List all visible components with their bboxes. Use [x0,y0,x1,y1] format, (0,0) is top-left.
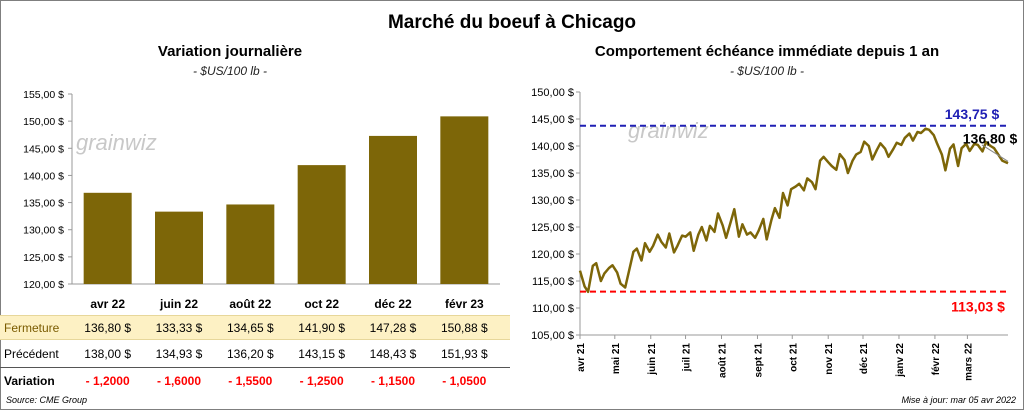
variation-cell: - 1,2500 [299,374,344,388]
y-tick-label: 125,00 $ [531,222,574,234]
y-tick-label: 120,00 $ [531,249,574,261]
last-value-leader [981,144,1009,162]
variation-cell: - 1,6000 [156,374,202,388]
x-tick-label: nov 21 [824,343,835,375]
x-tick-label: mai 21 [611,343,622,375]
update-note: Mise à jour: mar 05 avr 2022 [901,395,1016,405]
last-value-label: 136,80 $ [963,130,1018,146]
previous-cell: 148,43 $ [369,347,417,361]
y-tick-label: 125,00 $ [23,252,64,264]
bar [155,211,203,284]
close-cell: 133,33 $ [155,321,203,335]
variation-cell: - 1,2000 [85,374,130,388]
close-cell: 147,28 $ [369,321,417,335]
variation-cell: - 1,0500 [442,374,487,388]
y-tick-label: 105,00 $ [531,330,574,342]
y-tick-label: 140,00 $ [23,170,64,182]
watermark: grainwiz [76,130,157,155]
main-title: Marché du boeuf à Chicago [387,12,637,33]
close-cell: 150,88 $ [440,321,488,335]
previous-cell: 151,93 $ [440,347,488,361]
y-tick-label: 145,00 $ [531,114,574,126]
x-tick-label: juin 22 [159,297,198,311]
source-note: Source: CME Group [6,395,88,405]
line-chart: grainwiz 105,00 $ 110,00 $ 115,00 $ 120,00 $… [531,87,1018,381]
y-tick-label: 110,00 $ [532,303,574,315]
bar-chart: grainwiz 120,00 $ 125,00 $ 130,00 $ 135,00 $… [23,89,500,311]
close-row: Fermeture 136,80 $ 133,33 $ 134,65 $ 141,90… [0,315,510,340]
close-label: Fermeture [4,321,60,335]
price-line [578,127,1009,294]
right-chart-title: Comportement échéance immédiate depuis 1… [594,43,940,60]
y-tick-label: 130,00 $ [23,225,64,237]
x-tick-label: oct 22 [304,297,339,311]
y-tick-label: 120,00 $ [23,279,64,291]
x-tick-label: juin 21 [647,343,658,376]
previous-cell: 136,20 $ [226,347,274,361]
close-cell: 134,65 $ [226,321,274,335]
x-tick-label: oct 21 [788,343,799,372]
y-tick-label: 150,00 $ [531,87,574,99]
left-chart-unit: - $US/100 lb - [192,64,268,78]
y-tick-label: 145,00 $ [23,143,64,155]
bar [369,135,417,284]
left-chart-title: Variation journalière [157,43,303,60]
variation-label: Variation [4,374,55,388]
x-tick-label: déc 21 [859,343,870,375]
watermark: grainwiz [628,118,709,143]
x-tick-label: déc 22 [374,297,412,311]
x-tick-label: août 21 [718,343,729,378]
previous-row: Précédent 138,00 $ 134,93 $ 136,20 $ 143,15… [0,342,510,365]
previous-cell: 143,15 $ [298,347,346,361]
y-tick-label: 155,00 $ [23,89,64,101]
x-tick-label: sept 21 [753,343,764,378]
x-tick-label: avr 21 [576,343,587,372]
x-tick-label: janv 22 [895,343,906,378]
previous-cell: 138,00 $ [84,347,132,361]
close-cell: 136,80 $ [84,321,132,335]
bar [226,204,275,284]
y-tick-label: 130,00 $ [531,195,574,207]
x-tick-label: mars 22 [963,343,974,381]
bar [440,116,489,284]
right-chart-unit: - $US/100 lb - [729,64,805,78]
variation-cell: - 1,5500 [228,374,273,388]
y-tick-label: 135,00 $ [531,168,574,180]
bar [297,165,346,284]
y-tick-label: 135,00 $ [23,198,64,210]
variation-row: Variation - 1,2000 - 1,6000 - 1,5500 - 1,25… [0,369,510,392]
close-cell: 141,90 $ [298,321,346,335]
x-tick-label: févr 22 [931,343,942,376]
x-tick-label: juil 21 [682,343,693,373]
table-divider [0,367,510,368]
x-tick-label: févr 23 [445,297,484,311]
y-tick-label: 140,00 $ [531,141,574,153]
previous-label: Précédent [4,347,59,361]
variation-cell: - 1,1500 [370,374,416,388]
y-tick-label: 115,00 $ [532,276,574,288]
y-tick-label: 150,00 $ [23,116,64,128]
bar [83,192,132,284]
high-label: 143,75 $ [945,106,1000,122]
x-tick-label: avr 22 [90,297,125,311]
x-tick-label: août 22 [229,297,271,311]
low-label: 113,03 $ [951,299,1005,315]
previous-cell: 134,93 $ [155,347,203,361]
